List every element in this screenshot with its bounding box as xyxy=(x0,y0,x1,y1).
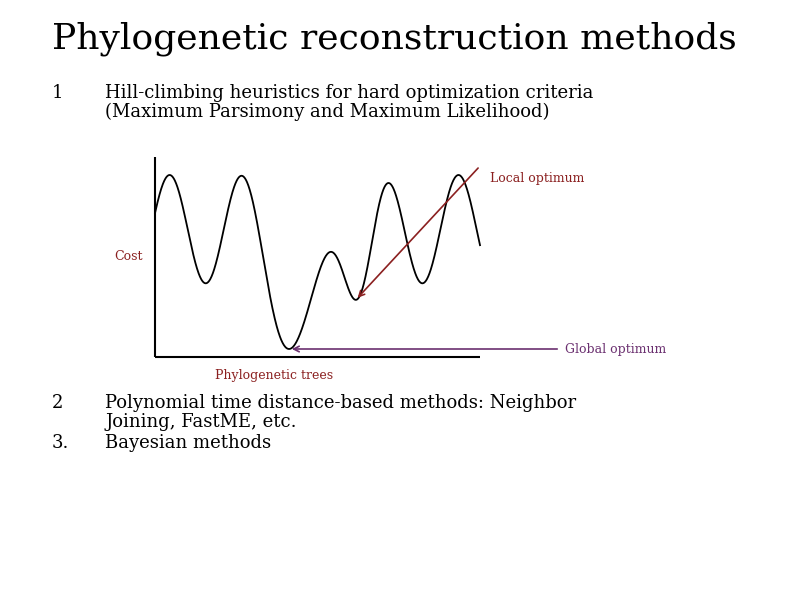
Text: Phylogenetic trees: Phylogenetic trees xyxy=(215,369,333,382)
Text: Hill-climbing heuristics for hard optimization criteria: Hill-climbing heuristics for hard optimi… xyxy=(105,84,593,102)
Text: Polynomial time distance-based methods: Neighbor: Polynomial time distance-based methods: … xyxy=(105,394,576,412)
Text: 2: 2 xyxy=(52,394,63,412)
Text: Cost: Cost xyxy=(115,250,143,264)
Text: Local optimum: Local optimum xyxy=(490,172,584,185)
Text: 1: 1 xyxy=(52,84,63,102)
Text: (Maximum Parsimony and Maximum Likelihood): (Maximum Parsimony and Maximum Likelihoo… xyxy=(105,103,550,121)
Text: Global optimum: Global optimum xyxy=(565,343,666,356)
Text: Joining, FastME, etc.: Joining, FastME, etc. xyxy=(105,413,296,431)
Text: Phylogenetic reconstruction methods: Phylogenetic reconstruction methods xyxy=(52,22,737,56)
Text: Bayesian methods: Bayesian methods xyxy=(105,434,271,452)
Text: 3.: 3. xyxy=(52,434,70,452)
